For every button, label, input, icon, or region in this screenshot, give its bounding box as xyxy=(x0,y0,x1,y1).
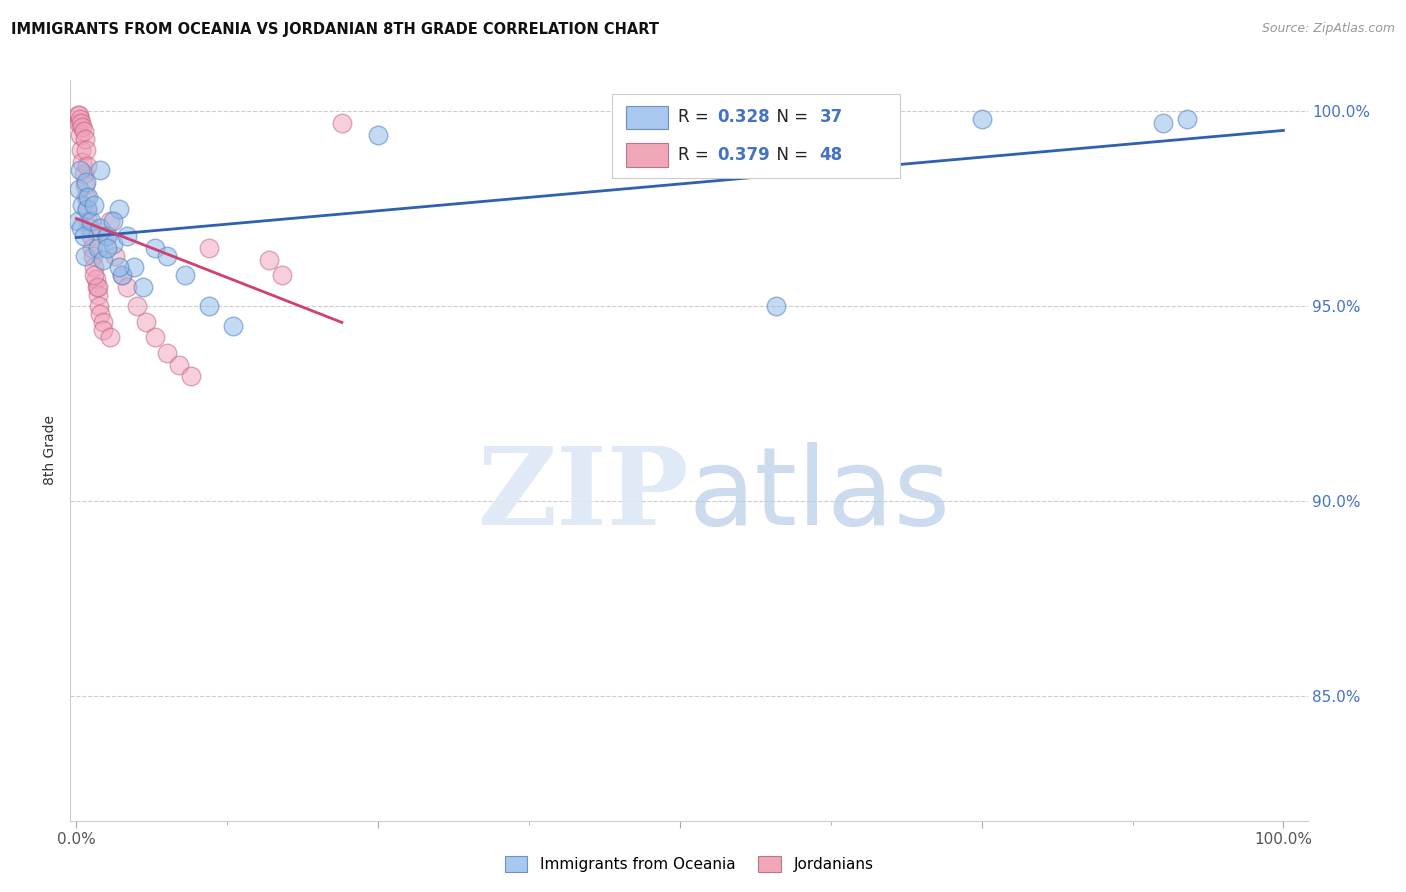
Point xyxy=(107,260,129,275)
Legend: Immigrants from Oceania, Jordanians: Immigrants from Oceania, Jordanians xyxy=(496,848,882,880)
Point xyxy=(167,358,190,372)
Text: Source: ZipAtlas.com: Source: ZipAtlas.com xyxy=(1261,22,1395,36)
Point xyxy=(89,307,111,321)
Point xyxy=(124,260,146,275)
Point xyxy=(66,213,89,227)
Point xyxy=(89,221,111,235)
Text: 0.379: 0.379 xyxy=(717,145,770,163)
Point xyxy=(98,330,121,344)
Point xyxy=(111,268,134,282)
Point xyxy=(115,229,138,244)
Point xyxy=(132,280,155,294)
Point xyxy=(77,213,100,227)
Text: N =: N = xyxy=(766,145,814,163)
Point xyxy=(73,249,96,263)
Point xyxy=(156,249,179,263)
Text: 0.328: 0.328 xyxy=(717,109,769,127)
Point xyxy=(259,252,281,267)
Point xyxy=(101,236,124,251)
Point xyxy=(75,190,97,204)
Point xyxy=(87,287,110,301)
Text: N =: N = xyxy=(766,109,814,127)
Point xyxy=(98,213,121,227)
Point xyxy=(91,315,114,329)
Point xyxy=(70,144,93,158)
Point xyxy=(270,268,292,282)
Point xyxy=(70,116,93,130)
Point xyxy=(111,268,134,282)
Point xyxy=(107,202,129,216)
Point xyxy=(174,268,197,282)
Point xyxy=(89,299,111,313)
Point xyxy=(96,241,118,255)
Point xyxy=(1175,112,1198,127)
Point xyxy=(73,178,96,193)
Point xyxy=(69,162,91,177)
Point xyxy=(75,144,97,158)
Point xyxy=(125,299,148,313)
Point xyxy=(72,120,94,134)
Point xyxy=(72,229,94,244)
Point xyxy=(91,323,114,337)
Point xyxy=(198,241,221,255)
Point xyxy=(222,318,245,333)
Text: atlas: atlas xyxy=(689,442,950,548)
Text: R =: R = xyxy=(678,145,714,163)
Point xyxy=(80,213,103,227)
Point xyxy=(367,128,389,142)
Point xyxy=(73,132,96,146)
Point xyxy=(84,272,107,286)
Point xyxy=(83,198,105,212)
Point xyxy=(70,221,93,235)
Point xyxy=(180,369,202,384)
Point xyxy=(87,280,110,294)
Point xyxy=(115,280,138,294)
Point xyxy=(104,249,127,263)
Point xyxy=(76,202,98,216)
Point xyxy=(72,124,94,138)
Point xyxy=(143,330,166,344)
Point xyxy=(143,241,166,255)
Point xyxy=(67,116,90,130)
Point xyxy=(67,108,90,122)
Point xyxy=(1152,116,1174,130)
Point xyxy=(82,249,104,263)
Point xyxy=(75,175,97,189)
Point xyxy=(80,229,103,244)
Point xyxy=(77,190,100,204)
Point xyxy=(76,159,98,173)
Point xyxy=(91,252,114,267)
Point xyxy=(330,116,353,130)
Point xyxy=(970,112,993,127)
Text: 48: 48 xyxy=(820,145,842,163)
Point xyxy=(765,299,787,313)
Point xyxy=(72,198,94,212)
Text: 37: 37 xyxy=(820,109,844,127)
Text: ZIP: ZIP xyxy=(478,442,689,548)
Text: R =: R = xyxy=(678,109,714,127)
Point xyxy=(789,120,811,134)
Text: IMMIGRANTS FROM OCEANIA VS JORDANIAN 8TH GRADE CORRELATION CHART: IMMIGRANTS FROM OCEANIA VS JORDANIAN 8TH… xyxy=(11,22,659,37)
Point xyxy=(76,202,98,216)
Point xyxy=(96,229,118,244)
Point xyxy=(83,268,105,282)
Point xyxy=(66,108,89,122)
Point xyxy=(198,299,221,313)
Point xyxy=(79,221,101,235)
Point xyxy=(69,128,91,142)
Point xyxy=(96,229,118,244)
Point xyxy=(86,280,108,294)
Point xyxy=(72,167,94,181)
Point xyxy=(156,346,179,360)
Point xyxy=(83,260,105,275)
Point xyxy=(67,182,90,196)
Point xyxy=(135,315,157,329)
Point xyxy=(69,112,91,127)
Point xyxy=(87,241,110,255)
Point xyxy=(101,213,124,227)
Point xyxy=(80,241,103,255)
Y-axis label: 8th Grade: 8th Grade xyxy=(44,416,58,485)
Point xyxy=(72,155,94,169)
Point xyxy=(89,162,111,177)
